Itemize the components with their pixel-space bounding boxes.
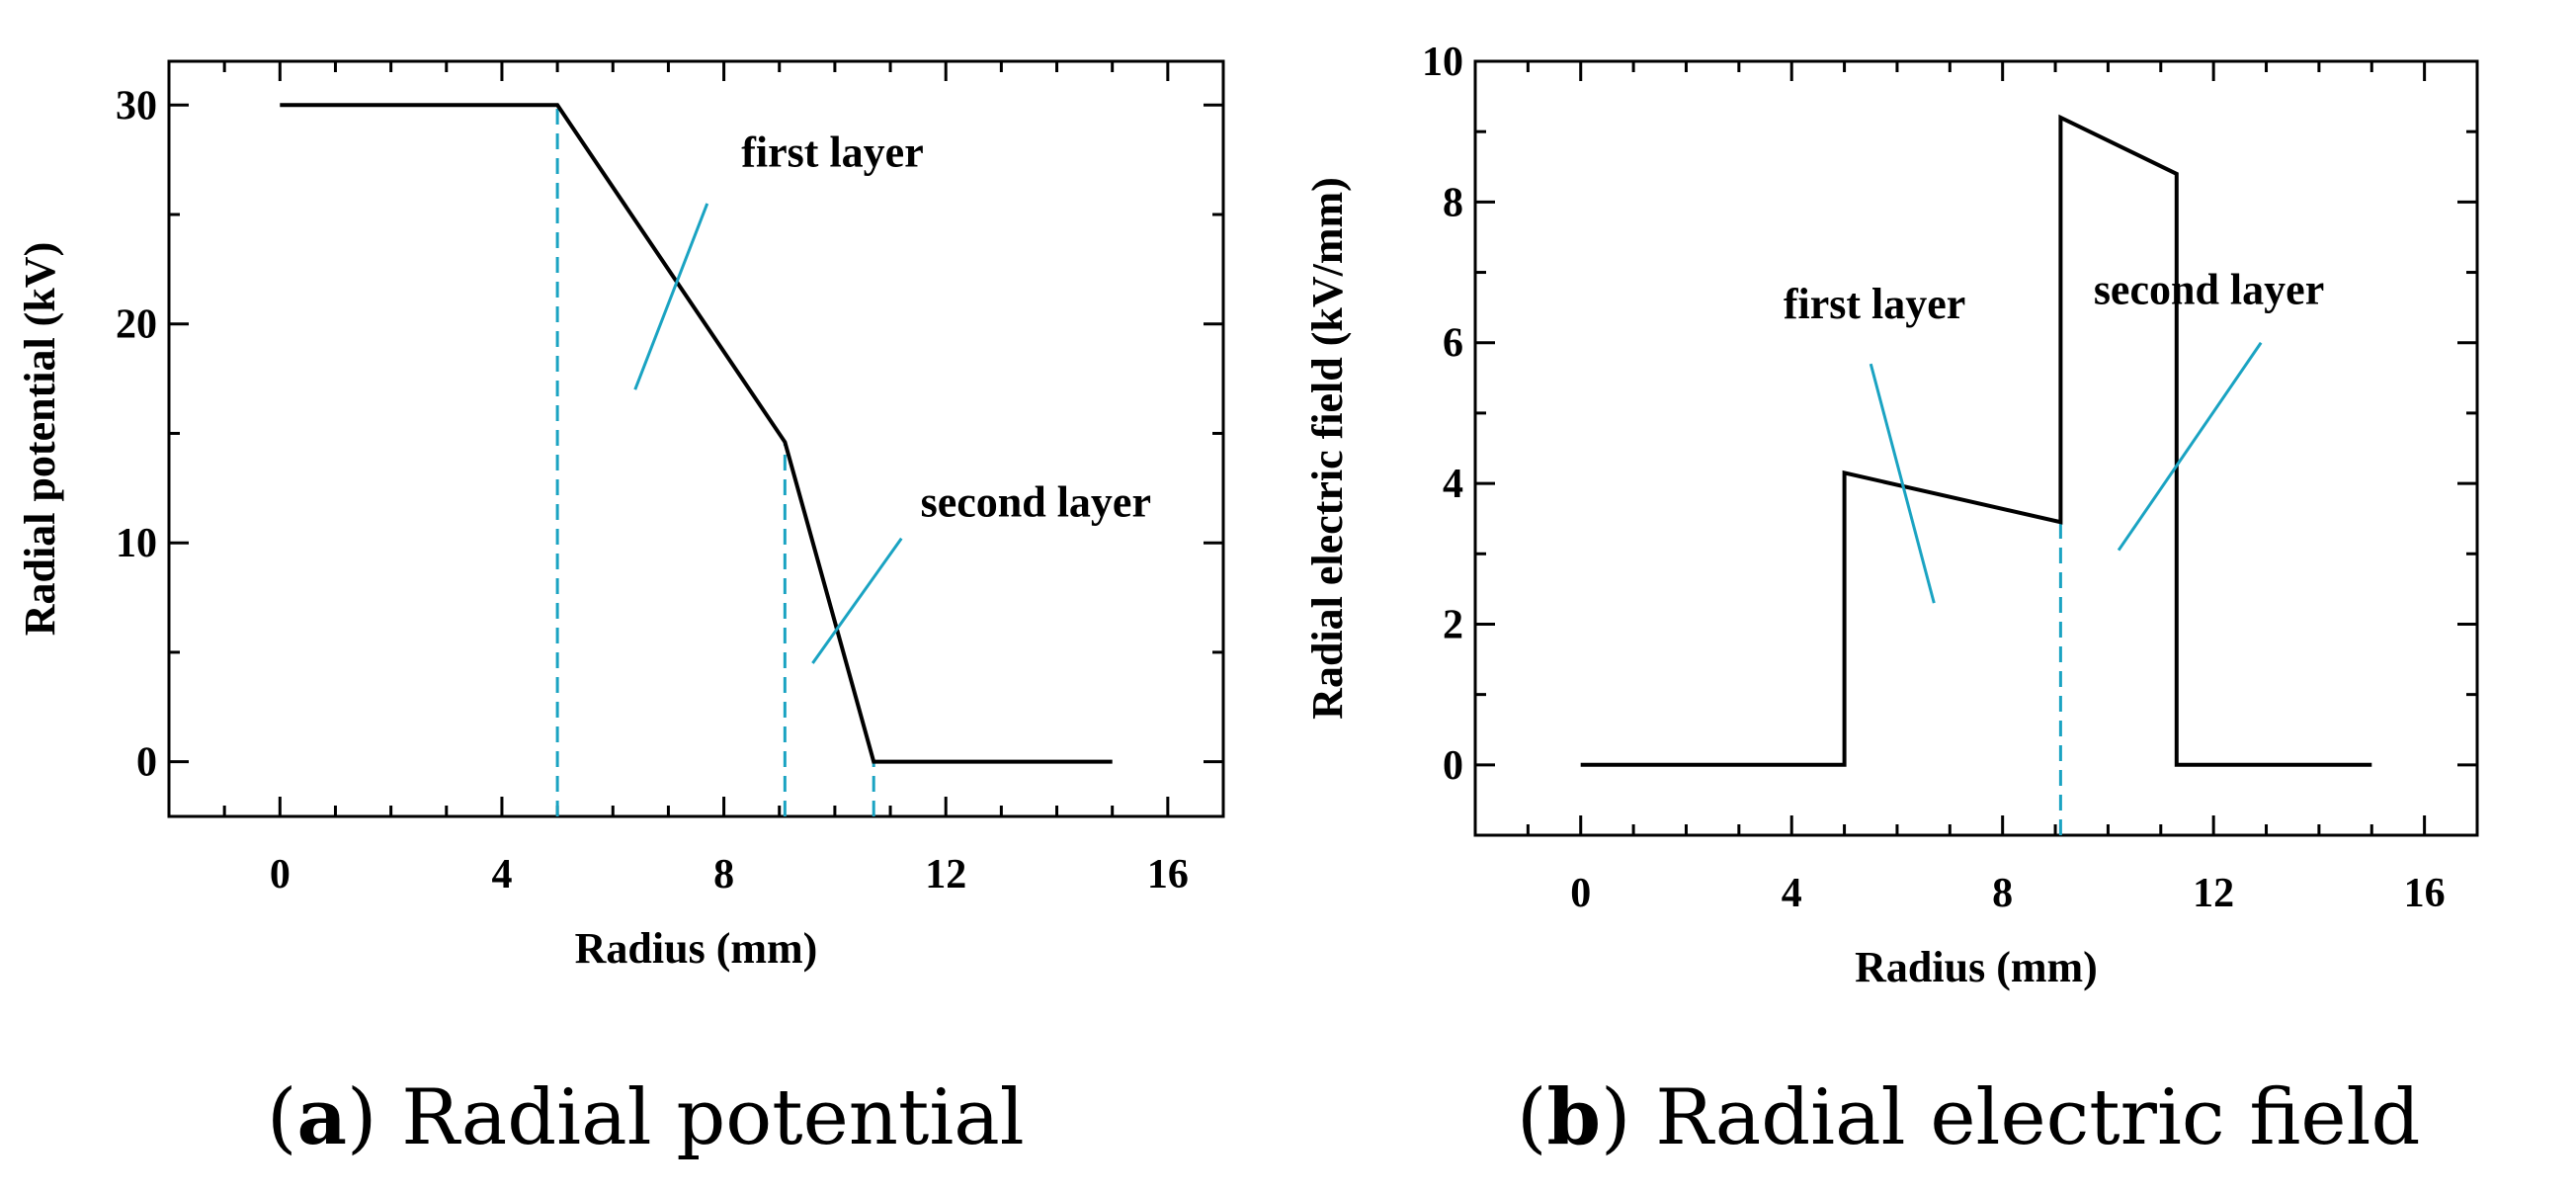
x-tick-label: 0 bbox=[270, 852, 291, 897]
annotation-label: first layer bbox=[1784, 280, 1965, 328]
y-tick-label: 6 bbox=[1443, 321, 1463, 367]
x-axis-label: Radius (mm) bbox=[1855, 943, 2098, 991]
annotation-label: second layer bbox=[2094, 266, 2324, 314]
series-line-potential bbox=[280, 103, 1113, 764]
y-axis-label: Radial electric field (kV/mm) bbox=[1303, 177, 1352, 720]
annotation-leader bbox=[633, 203, 709, 390]
annotation-leader bbox=[811, 537, 903, 664]
plot-frame bbox=[1473, 59, 2479, 837]
chart-radial-potential: 0 4 8 12 16 0 10 20 30 Radius (mm) Radial potentia… bbox=[16, 59, 1225, 973]
x-tick-label: 12 bbox=[925, 852, 966, 897]
x-tick-label: 8 bbox=[1992, 871, 2013, 916]
x-tick-label: 4 bbox=[491, 852, 512, 897]
x-tick-label: 4 bbox=[1782, 871, 1802, 916]
x-tick-label: 12 bbox=[2193, 871, 2234, 916]
series-line-field bbox=[1580, 114, 2372, 767]
annotation-label: first layer bbox=[741, 128, 923, 176]
caption-a-letter: a bbox=[296, 1072, 347, 1162]
y-tick-label: 0 bbox=[136, 740, 157, 786]
y-tick-label: 30 bbox=[116, 83, 157, 128]
y-tick-label: 2 bbox=[1443, 602, 1463, 647]
x-tick-label: 0 bbox=[1570, 871, 1591, 916]
y-tick-label: 10 bbox=[1422, 40, 1463, 85]
chart-radial-electric-field: 0 4 8 12 16 0 2 4 6 8 10 Radius (mm) Radial electric… bbox=[1303, 40, 2479, 991]
y-tick-label: 10 bbox=[116, 521, 157, 566]
caption-b: (b) Radial electric field bbox=[1517, 1072, 2421, 1162]
caption-a: (a) Radial potential bbox=[267, 1072, 1025, 1162]
x-tick-label: 8 bbox=[713, 852, 734, 897]
y-axis-label: Radial potential (kV) bbox=[16, 242, 64, 636]
annotation-leader bbox=[1869, 363, 1936, 604]
x-axis-label: Radius (mm) bbox=[575, 924, 818, 973]
plot-frame bbox=[167, 59, 1225, 818]
y-tick-label: 4 bbox=[1443, 462, 1463, 507]
caption-b-letter: b bbox=[1546, 1072, 1601, 1162]
x-tick-label: 16 bbox=[1147, 852, 1189, 897]
caption-a-text: Radial potential bbox=[401, 1073, 1025, 1162]
annotation-leader bbox=[2117, 341, 2263, 552]
y-tick-label: 20 bbox=[116, 302, 157, 348]
y-tick-label: 8 bbox=[1443, 180, 1463, 225]
annotation-label: second layer bbox=[921, 478, 1151, 527]
y-tick-label: 0 bbox=[1443, 743, 1463, 789]
x-tick-label: 16 bbox=[2404, 871, 2446, 916]
caption-b-text: Radial electric field bbox=[1655, 1073, 2421, 1162]
